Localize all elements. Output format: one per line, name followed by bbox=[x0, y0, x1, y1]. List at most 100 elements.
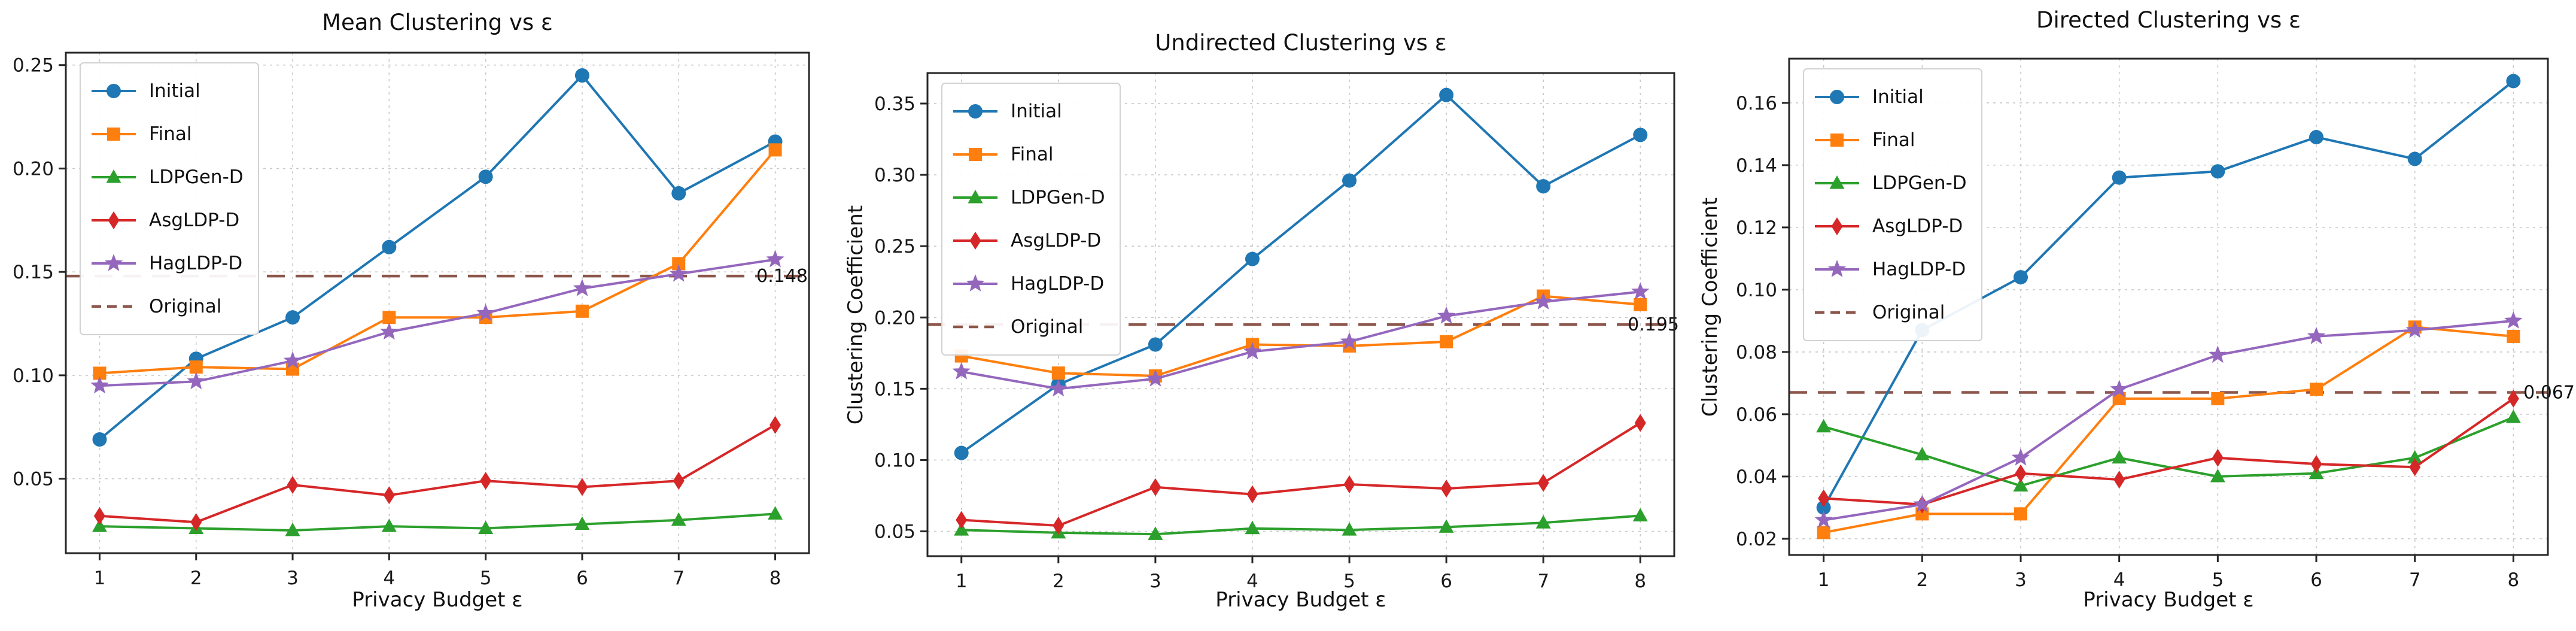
legend-item-initial: Initial bbox=[951, 90, 1105, 133]
chart-title-undirected: Undirected Clustering vs ε bbox=[1155, 30, 1447, 56]
svg-text:4: 4 bbox=[1246, 571, 1258, 592]
legend-label: HagLDP-D bbox=[149, 252, 243, 274]
legend-label: Original bbox=[149, 295, 222, 317]
svg-text:8: 8 bbox=[2507, 569, 2519, 591]
original-legend-marker bbox=[92, 305, 136, 308]
svg-text:0.16: 0.16 bbox=[1736, 93, 1777, 114]
hagldp-legend-marker bbox=[953, 274, 997, 292]
legend-item-ldpgen: LDPGen-D bbox=[1812, 162, 1967, 205]
svg-text:6: 6 bbox=[2310, 569, 2322, 591]
legend-item-hagldp: HagLDP-D bbox=[1812, 248, 1967, 291]
series-asgldp-d bbox=[93, 415, 781, 532]
x-axis-label-undirected: Privacy Budget ε bbox=[1215, 588, 1386, 612]
asgldp-legend-marker bbox=[1815, 217, 1859, 235]
final-legend-marker bbox=[92, 128, 136, 141]
x-axis-label-mean: Privacy Budget ε bbox=[352, 588, 523, 612]
svg-text:5: 5 bbox=[1343, 571, 1355, 592]
svg-text:0.05: 0.05 bbox=[874, 521, 916, 543]
legend-label: AsgLDP-D bbox=[1011, 229, 1102, 251]
legend-item-original: Original bbox=[1812, 291, 1967, 334]
svg-text:6: 6 bbox=[576, 568, 588, 589]
axis-ticks bbox=[59, 64, 777, 560]
series-asgldp-d bbox=[956, 414, 1646, 535]
legend-undirected: Initial Final LDPGen-D AsgLDP-D HagLDP-D… bbox=[941, 83, 1121, 356]
svg-text:7: 7 bbox=[1537, 571, 1549, 592]
plot-frame bbox=[926, 72, 1675, 557]
svg-text:0.06: 0.06 bbox=[1736, 404, 1777, 426]
svg-text:5: 5 bbox=[2212, 569, 2224, 591]
svg-text:0.05: 0.05 bbox=[13, 469, 54, 490]
legend-item-asgldp: AsgLDP-D bbox=[89, 199, 244, 242]
legend-label: AsgLDP-D bbox=[149, 209, 240, 231]
ldpgen-legend-marker bbox=[1815, 175, 1859, 189]
chart-title-directed: Directed Clustering vs ε bbox=[2036, 7, 2301, 33]
legend-label: Final bbox=[149, 123, 192, 145]
ldpgen-legend-marker bbox=[953, 190, 997, 204]
reference-annotation: 0.195 bbox=[1628, 314, 1679, 335]
initial-legend-marker bbox=[1815, 90, 1859, 104]
svg-text:8: 8 bbox=[770, 568, 781, 589]
legend-item-hagldp: HagLDP-D bbox=[89, 242, 244, 285]
legend-label: Original bbox=[1872, 301, 1945, 323]
legend-label: HagLDP-D bbox=[1011, 272, 1105, 295]
series-initial bbox=[954, 87, 1648, 460]
reference-annotation: 0.148 bbox=[756, 266, 808, 287]
legend-label: LDPGen-D bbox=[149, 166, 244, 188]
svg-text:0.35: 0.35 bbox=[874, 93, 916, 115]
svg-text:3: 3 bbox=[2015, 569, 2027, 591]
series-asgldp-d bbox=[1818, 389, 2519, 514]
legend-label: LDPGen-D bbox=[1011, 186, 1105, 208]
legend-item-initial: Initial bbox=[1812, 75, 1967, 119]
original-legend-marker bbox=[953, 325, 997, 329]
legend-label: Original bbox=[1011, 316, 1084, 338]
y-axis-label-directed: Clustering Coefficient bbox=[1698, 197, 1722, 417]
legend-item-final: Final bbox=[89, 113, 244, 156]
legend-item-original: Original bbox=[89, 285, 244, 328]
svg-text:3: 3 bbox=[1149, 571, 1161, 592]
svg-text:0.10: 0.10 bbox=[1736, 280, 1777, 301]
svg-text:0.14: 0.14 bbox=[1736, 155, 1777, 177]
legend-item-final: Final bbox=[1812, 119, 1967, 162]
legend-label: Final bbox=[1872, 129, 1915, 151]
axis-tick-labels: 1 2 3 4 5 6 7 8 0.05 0.10 0.15 0.20 0.25 bbox=[13, 55, 781, 589]
svg-text:1: 1 bbox=[1818, 569, 1830, 591]
axis-ticks bbox=[1782, 102, 2514, 562]
svg-text:0.15: 0.15 bbox=[874, 378, 916, 400]
svg-text:0.12: 0.12 bbox=[1736, 217, 1777, 239]
svg-text:0.25: 0.25 bbox=[13, 55, 54, 77]
series-hagldp-d bbox=[1814, 311, 2523, 528]
legend-label: Initial bbox=[149, 80, 200, 102]
plot-frame bbox=[1788, 57, 2549, 556]
original-legend-marker bbox=[1815, 311, 1859, 314]
svg-text:0.04: 0.04 bbox=[1736, 466, 1777, 488]
axis-tick-labels: 1 2 3 4 5 6 7 8 0.02 0.04 0.06 0.08 0.10 0.12 0.14 0.16 bbox=[1736, 93, 2519, 591]
series-hagldp-d bbox=[90, 250, 784, 394]
svg-text:2: 2 bbox=[190, 568, 202, 589]
axis-ticks bbox=[920, 102, 1641, 563]
ldpgen-legend-marker bbox=[92, 169, 136, 183]
legend-item-asgldp: AsgLDP-D bbox=[1812, 205, 1967, 248]
svg-text:4: 4 bbox=[383, 568, 395, 589]
svg-text:0.10: 0.10 bbox=[874, 450, 916, 471]
legend-item-initial: Initial bbox=[89, 69, 244, 113]
final-legend-marker bbox=[1815, 134, 1859, 147]
legend-label: Final bbox=[1011, 143, 1054, 165]
asgldp-legend-marker bbox=[92, 211, 136, 229]
svg-text:0.20: 0.20 bbox=[13, 158, 54, 180]
svg-text:0.20: 0.20 bbox=[874, 307, 916, 329]
svg-text:4: 4 bbox=[2113, 569, 2125, 591]
chart-1-plot: 0.148 1 2 3 4 5 6 7 8 0.05 0.10 0.15 0.20 0.25 bbox=[13, 51, 810, 589]
svg-text:0.02: 0.02 bbox=[1736, 529, 1777, 550]
svg-text:1: 1 bbox=[956, 571, 968, 592]
legend-mean: Initial Final LDPGen-D AsgLDP-D HagLDP-D… bbox=[80, 62, 259, 335]
legend-label: HagLDP-D bbox=[1872, 258, 1966, 280]
legend-label: Initial bbox=[1011, 100, 1062, 122]
legend-item-final: Final bbox=[951, 133, 1105, 176]
svg-text:7: 7 bbox=[673, 568, 685, 589]
svg-text:0.10: 0.10 bbox=[13, 365, 54, 387]
hagldp-legend-marker bbox=[1815, 260, 1859, 277]
x-axis-label-directed: Privacy Budget ε bbox=[2083, 588, 2254, 612]
svg-text:8: 8 bbox=[1634, 571, 1646, 592]
series-ldpgen-d bbox=[92, 506, 783, 536]
